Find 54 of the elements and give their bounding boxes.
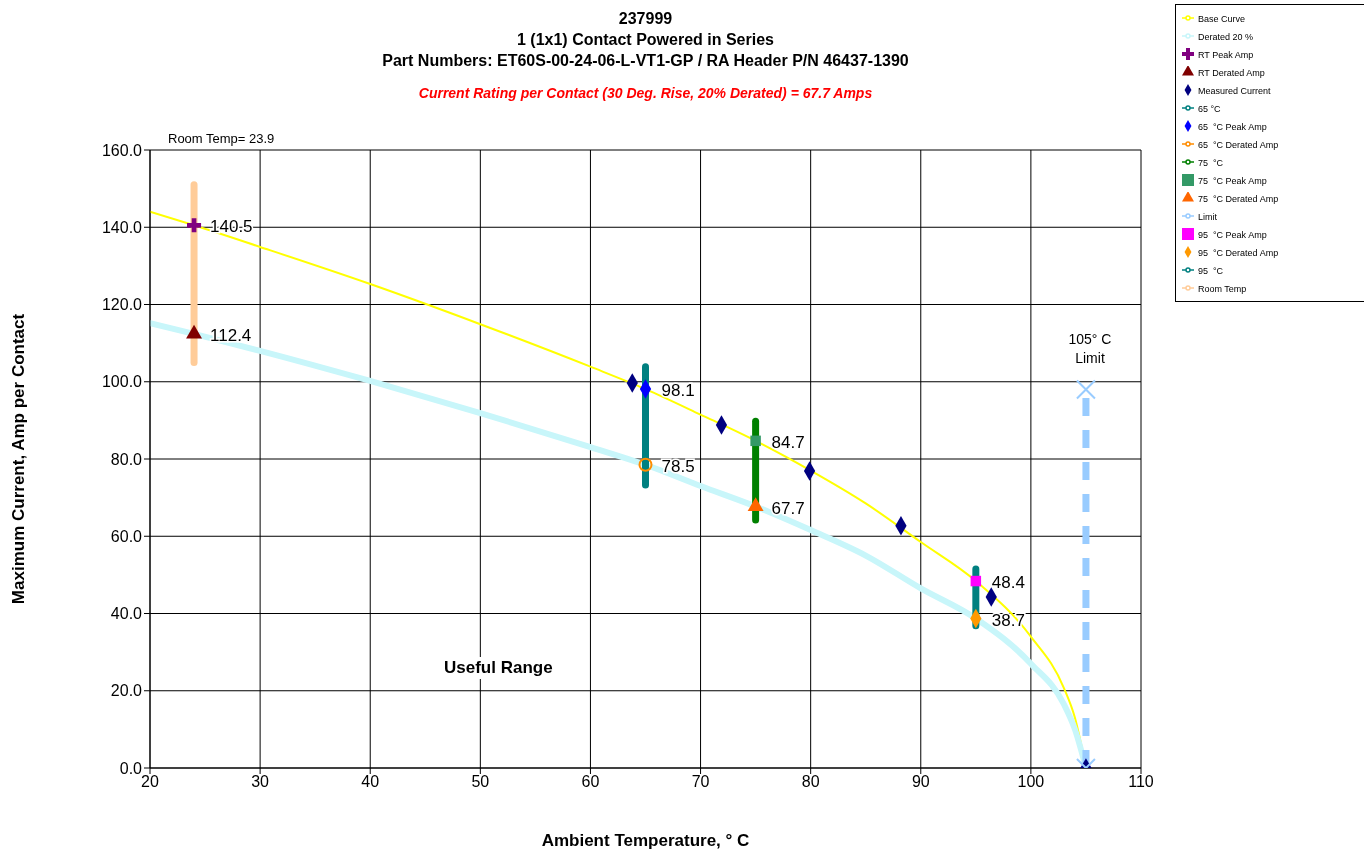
legend-label: RT Peak Amp	[1198, 50, 1254, 60]
legend-label: Measured Current	[1198, 86, 1271, 96]
x-tick-label: 20	[141, 773, 159, 791]
legend-label: 75 °C Peak Amp	[1198, 176, 1267, 186]
legend-label: RT Derated Amp	[1198, 68, 1265, 78]
y-tick-label: 40.0	[110, 605, 143, 623]
legend-label: 95 °C	[1198, 266, 1224, 276]
legend-label: 75 °C	[1198, 158, 1224, 168]
chart-subtitle: Current Rating per Contact (30 Deg. Rise, 20% Derated) = 67.7 Amps	[417, 84, 874, 103]
y-tick-label: 0.0	[119, 759, 143, 777]
chart-title: 237999 1 (1x1) Contact Powered in Series Part Numbers: ET60S-00-24-06-L-VT1-GP / RA Header P/N 46437-1390	[381, 9, 910, 71]
text: Room Temp= 23.9	[168, 130, 275, 148]
legend-label: Derated 20 %	[1198, 32, 1254, 42]
x-tick-label: 60	[581, 773, 600, 791]
data-label: 84.7	[771, 432, 805, 452]
x-axis-title: Ambient Temperature, ° C	[541, 831, 750, 850]
legend-label: 65 °C Derated Amp	[1198, 140, 1279, 150]
legend-label: 65 °C Peak Amp	[1198, 122, 1267, 132]
legend-label: 75 °C Derated Amp	[1198, 194, 1279, 204]
annotation: Useful Range	[444, 657, 553, 679]
point	[750, 435, 761, 447]
x-tick-label: 70	[691, 773, 710, 791]
legend-label: Limit	[1198, 212, 1218, 222]
data-label: 98.1	[661, 381, 695, 401]
legend-label: Base Curve	[1198, 14, 1246, 24]
x-tick-label: 30	[251, 773, 270, 791]
y-tick-label: 80.0	[110, 450, 143, 468]
data-label: 78.5	[661, 456, 695, 476]
y-tick-label: 120.0	[101, 296, 143, 314]
x-tick-label: 110	[1128, 773, 1154, 791]
x-tick-label: 90	[911, 773, 930, 791]
y-tick-label: 60.0	[110, 527, 143, 545]
legend-label: 95 °C Derated Amp	[1198, 248, 1279, 258]
x-tick-label: 100	[1017, 773, 1045, 791]
data-label: 48.4	[991, 573, 1025, 593]
legend-label: 65 °C	[1198, 104, 1221, 114]
y-tick-label: 20.0	[110, 682, 143, 700]
annotation: 105° C Limit	[1067, 330, 1113, 368]
data-label: 67.7	[771, 498, 805, 518]
x-tick-label: 50	[471, 773, 490, 791]
y-tick-label: 140.0	[101, 218, 143, 236]
legend-label: 95 °C Peak Amp	[1198, 230, 1267, 240]
point	[1075, 379, 1096, 400]
data-label: 112.4	[210, 325, 252, 345]
y-axis-title: Maximum Current, Amp per Contact	[9, 313, 29, 605]
point	[187, 218, 202, 233]
x-tick-label: 40	[361, 773, 380, 791]
y-tick-label: 160.0	[101, 141, 143, 159]
y-tick-label: 100.0	[101, 373, 143, 391]
legend-label: Room Temp	[1198, 284, 1247, 294]
x-tick-label: 80	[801, 773, 820, 791]
point	[747, 497, 764, 512]
point	[638, 457, 653, 472]
point	[970, 575, 982, 587]
